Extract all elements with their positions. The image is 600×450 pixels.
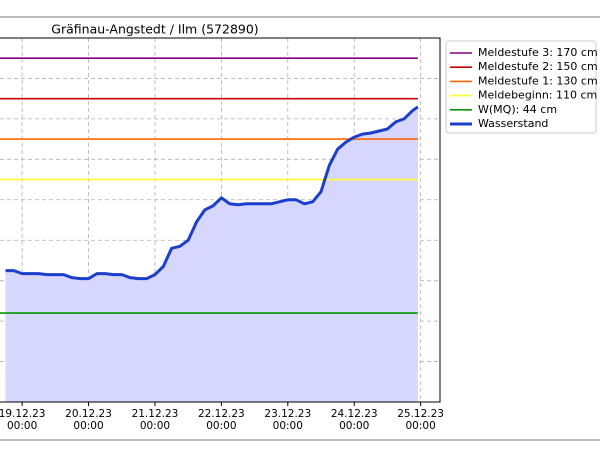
legend-label: Wasserstand: [478, 117, 548, 130]
area: [5, 106, 418, 403]
data-line: [5, 105, 419, 281]
x-tick-label: 23.12.23 00:00: [264, 408, 312, 432]
legend-label: Meldestufe 1: 130 cm: [478, 74, 598, 87]
x-tick-label: 22.12.23 00:00: [197, 408, 245, 432]
x-tick-label: 24.12.23 00:00: [330, 408, 378, 432]
plot-frame: [0, 37, 441, 403]
x-tick-label: 19.12.23 00:00: [0, 408, 46, 432]
x-tick-label: 20.12.23 00:00: [65, 408, 112, 432]
legend-label: Meldebeginn: 110 cm: [478, 89, 597, 102]
legend-label: Meldestufe 3: 170 cm: [478, 46, 598, 59]
legend-label: Meldestufe 2: 150 cm: [478, 60, 598, 73]
x-tick-label: 25.12.23 00:00: [397, 408, 444, 432]
legend-box: [445, 40, 597, 134]
legend-label: W(MQ): 44 cm: [478, 103, 557, 116]
chart-title: Gräfinau-Angstedt / Ilm (572890): [51, 22, 258, 37]
x-tick-label: 21.12.23 00:00: [131, 408, 179, 432]
